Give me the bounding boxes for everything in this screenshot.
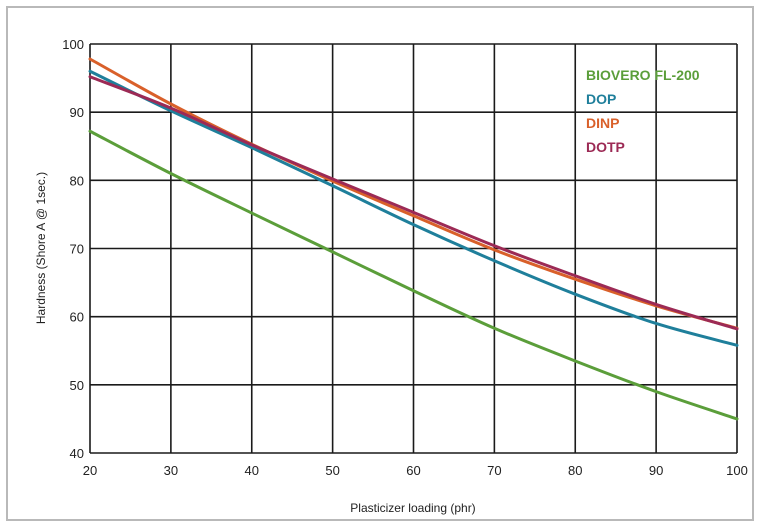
grid	[89, 43, 738, 454]
series-line-biovero-fl-200	[88, 129, 739, 421]
y-tick-label-5: 90	[70, 105, 84, 120]
x-tick-label-6: 80	[568, 463, 582, 478]
x-tick-label-5: 70	[487, 463, 501, 478]
series-line-dop	[88, 69, 739, 347]
legend-entry-dinp: DINP	[586, 115, 619, 131]
x-tick-label-8: 100	[726, 463, 748, 478]
series-line-dotp	[88, 75, 739, 331]
x-tick-label-1: 30	[164, 463, 178, 478]
x-tick-label-3: 50	[325, 463, 339, 478]
x-tick-label-7: 90	[649, 463, 663, 478]
legend-entry-biovero-fl-200: BIOVERO FL-200	[586, 67, 700, 83]
y-axis-label: Hardness (Shore A @ 1sec.)	[34, 172, 48, 324]
x-axis-label: Plasticizer loading (phr)	[350, 501, 475, 515]
series-line-dinp	[88, 57, 739, 330]
y-tick-label-0: 40	[70, 446, 84, 461]
x-tick-label-2: 40	[245, 463, 259, 478]
y-tick-label-4: 80	[70, 173, 84, 188]
series-lines	[88, 57, 739, 421]
legend: BIOVERO FL-200 DOP DINP DOTP	[586, 67, 700, 155]
x-tick-label-4: 60	[406, 463, 420, 478]
y-tick-label-2: 60	[70, 310, 84, 325]
y-tick-label-6: 100	[62, 37, 84, 52]
y-tick-label-1: 50	[70, 378, 84, 393]
legend-entry-dotp: DOTP	[586, 139, 625, 155]
x-tick-label-0: 20	[83, 463, 97, 478]
x-tick-labels: 20 30 40 50 60 70 80 90 100	[83, 463, 748, 478]
legend-entry-dop: DOP	[586, 91, 616, 107]
y-tick-labels: 40 50 60 70 80 90 100	[62, 37, 84, 461]
y-tick-label-3: 70	[70, 242, 84, 257]
